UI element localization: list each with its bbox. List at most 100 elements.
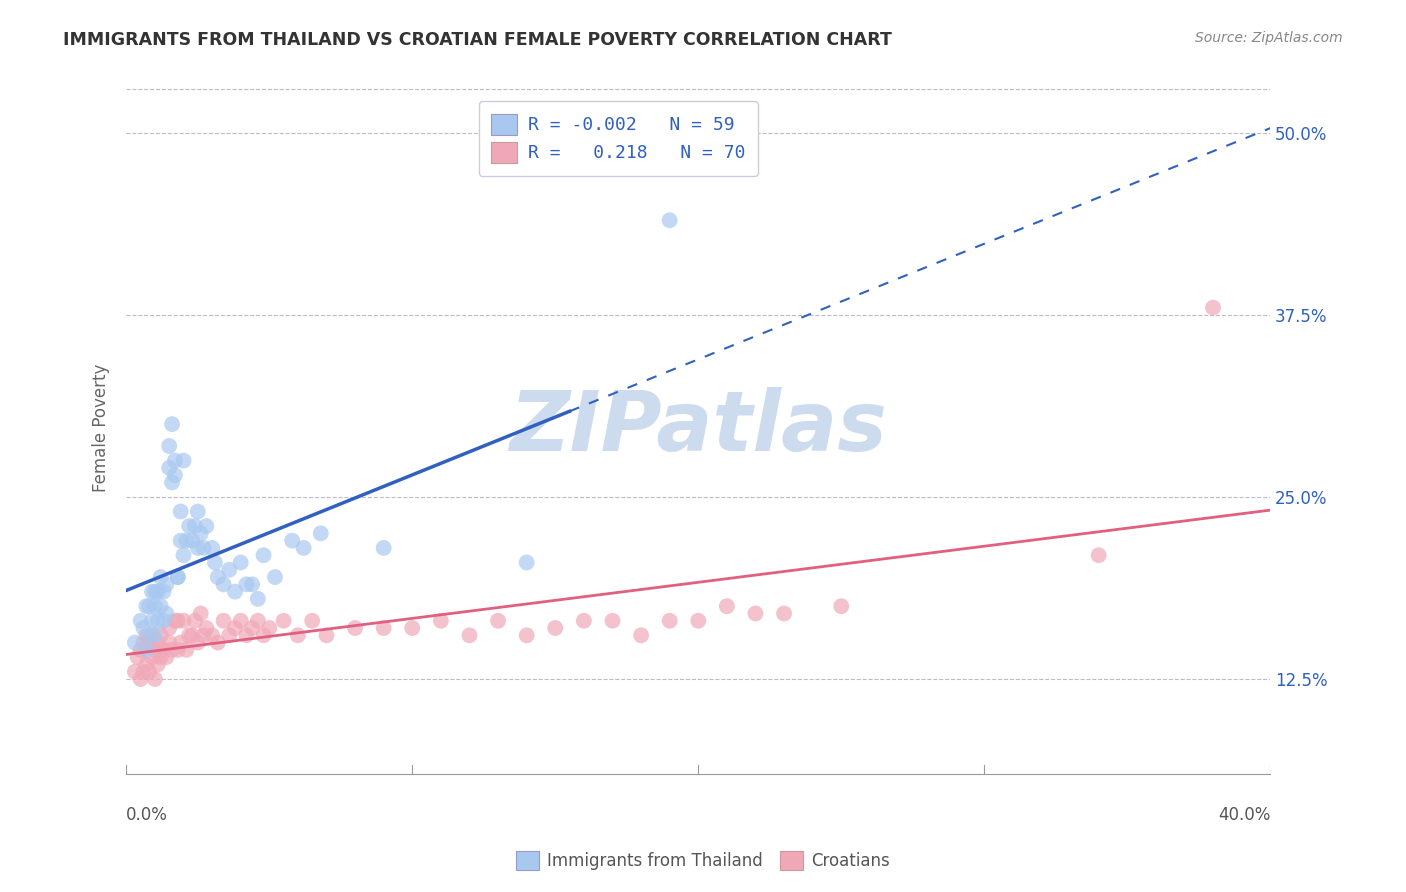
Point [516, 556, 538, 570]
Point [129, 614, 152, 628]
Point [146, 657, 169, 672]
Point [273, 614, 295, 628]
Text: Source: ZipAtlas.com: Source: ZipAtlas.com [1195, 31, 1343, 45]
Text: 40.0%: 40.0% [1218, 805, 1270, 823]
Point [252, 628, 274, 642]
Point [187, 635, 209, 649]
Point [149, 650, 172, 665]
Point [187, 504, 209, 518]
Point [246, 591, 269, 606]
Point [252, 548, 274, 562]
Point [401, 621, 423, 635]
Point [143, 599, 166, 614]
Legend: Immigrants from Thailand, Croatians: Immigrants from Thailand, Croatians [509, 844, 897, 877]
Point [259, 621, 281, 635]
Legend: R = -0.002   N = 59, R =   0.218   N = 70: R = -0.002 N = 59, R = 0.218 N = 70 [479, 102, 758, 176]
Point [602, 614, 624, 628]
Point [155, 577, 177, 591]
Point [173, 453, 195, 467]
Point [572, 614, 595, 628]
Text: ZIPatlas: ZIPatlas [509, 387, 887, 468]
Point [630, 628, 652, 642]
Point [132, 665, 155, 679]
Point [129, 672, 152, 686]
Point [458, 628, 481, 642]
Point [195, 519, 218, 533]
Point [169, 504, 191, 518]
Point [146, 635, 169, 649]
Point [143, 628, 166, 642]
Point [229, 614, 252, 628]
Point [190, 607, 212, 621]
Point [229, 556, 252, 570]
Point [127, 650, 149, 665]
Point [1202, 301, 1225, 315]
Point [544, 621, 567, 635]
Point [146, 614, 169, 628]
Point [218, 628, 240, 642]
Point [658, 614, 681, 628]
Point [149, 599, 172, 614]
Point [163, 468, 186, 483]
Point [124, 665, 146, 679]
Point [287, 628, 309, 642]
Point [744, 607, 766, 621]
Point [157, 460, 180, 475]
Point [149, 570, 172, 584]
Y-axis label: Female Poverty: Female Poverty [93, 364, 110, 492]
Point [160, 475, 183, 490]
Point [235, 628, 257, 642]
Point [240, 577, 263, 591]
Point [135, 599, 157, 614]
Point [143, 672, 166, 686]
Point [141, 584, 163, 599]
Point [124, 635, 146, 649]
Point [141, 614, 163, 628]
Point [184, 519, 207, 533]
Point [166, 570, 188, 584]
Point [301, 614, 323, 628]
Point [315, 628, 337, 642]
Point [201, 628, 224, 642]
Point [143, 643, 166, 657]
Point [138, 599, 160, 614]
Point [163, 614, 186, 628]
Point [516, 628, 538, 642]
Point [235, 577, 257, 591]
Point [149, 628, 172, 642]
Point [135, 657, 157, 672]
Point [166, 643, 188, 657]
Point [246, 614, 269, 628]
Point [201, 541, 224, 555]
Point [157, 439, 180, 453]
Point [193, 541, 215, 555]
Point [207, 570, 229, 584]
Point [163, 453, 186, 467]
Point [132, 621, 155, 635]
Point [187, 541, 209, 555]
Point [173, 614, 195, 628]
Point [716, 599, 738, 614]
Text: IMMIGRANTS FROM THAILAND VS CROATIAN FEMALE POVERTY CORRELATION CHART: IMMIGRANTS FROM THAILAND VS CROATIAN FEM… [63, 31, 893, 49]
Point [141, 628, 163, 642]
Point [373, 621, 395, 635]
Point [135, 643, 157, 657]
Point [155, 650, 177, 665]
Point [179, 628, 201, 642]
Point [179, 519, 201, 533]
Point [195, 621, 218, 635]
Point [152, 614, 174, 628]
Point [138, 665, 160, 679]
Point [212, 577, 235, 591]
Point [264, 570, 287, 584]
Point [240, 621, 263, 635]
Point [138, 635, 160, 649]
Point [1087, 548, 1109, 562]
Point [155, 607, 177, 621]
Point [146, 584, 169, 599]
Point [486, 614, 509, 628]
Point [218, 563, 240, 577]
Point [169, 635, 191, 649]
Point [224, 584, 246, 599]
Point [190, 526, 212, 541]
